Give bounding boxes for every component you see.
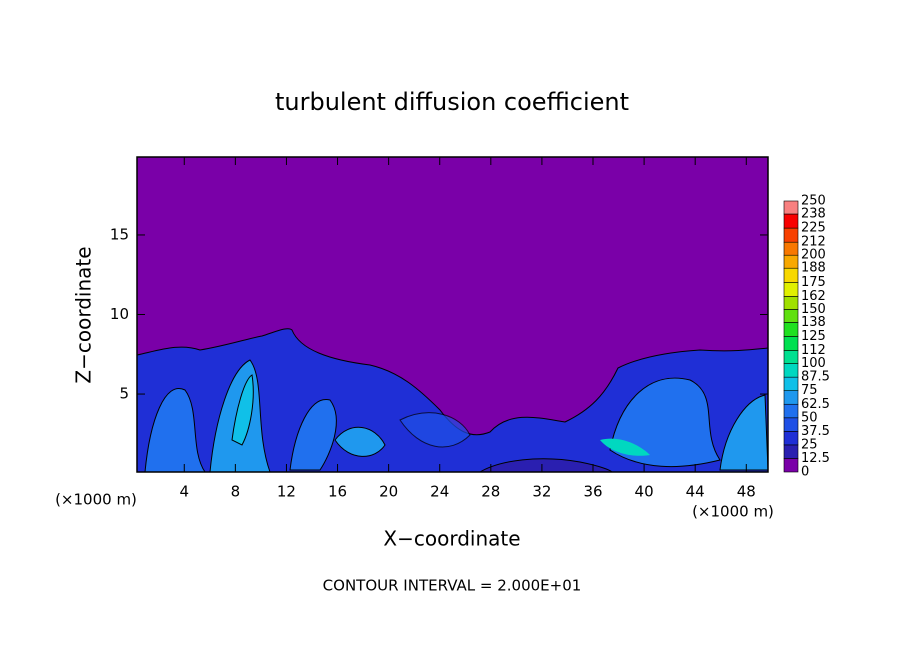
colorbar-band: [783, 281, 799, 297]
colorbar-band: [783, 444, 799, 459]
x-tick-label: 48: [737, 483, 756, 501]
colorbar-label: 238: [801, 207, 826, 222]
annotation: CONTOUR INTERVAL = 2.000E+01: [323, 577, 582, 595]
colorbar-label: 0: [801, 465, 809, 480]
x-tick-label: 4: [179, 483, 189, 501]
colorbar-label: 138: [801, 315, 826, 330]
field-blob: [289, 399, 337, 471]
field-blob: [399, 412, 471, 448]
x-tick-label: 12: [277, 483, 296, 501]
field-blob: [600, 438, 650, 456]
x-tick-label: 8: [231, 483, 241, 501]
x-tick-label: 40: [635, 483, 654, 501]
chart-title: turbulent diffusion coefficient: [275, 88, 629, 116]
field-blob: [478, 458, 614, 473]
colorbar-band: [783, 336, 799, 351]
colorbar-label: 162: [801, 289, 826, 304]
colorbar-label: 175: [801, 275, 826, 290]
x-tick-label: 32: [532, 483, 551, 501]
colorbar-band: [783, 254, 799, 269]
field-blob: [231, 374, 254, 446]
field-region: [136, 328, 769, 473]
colorbar-label: 87.5: [801, 370, 830, 385]
colorbar-band: [783, 390, 799, 405]
y-tick-label: 5: [119, 385, 129, 403]
colorbar-band: [783, 363, 799, 378]
x-tick-label: 16: [328, 483, 347, 501]
field-blob: [719, 394, 769, 471]
x-tick-label: 24: [430, 483, 449, 501]
field-blob: [334, 426, 386, 457]
colorbar-label: 50: [801, 410, 818, 425]
y-unit-label: (×1000 m): [55, 491, 137, 509]
colorbar-label: 225: [801, 221, 826, 236]
colorbar-band: [783, 431, 799, 446]
x-tick-label: 44: [686, 483, 705, 501]
colorbar-band: [783, 376, 799, 391]
y-tick-label: 10: [110, 305, 129, 323]
field: [136, 157, 769, 473]
colorbar-label: 75: [801, 383, 818, 398]
colorbar-band: [783, 241, 799, 256]
colorbar-band: [783, 200, 799, 215]
colorbar-band: [783, 296, 799, 310]
x-axis-label: X−coordinate: [383, 527, 520, 551]
field-blob: [609, 377, 721, 467]
colorbar-label: 200: [801, 248, 826, 263]
field-blob: [144, 387, 206, 473]
colorbar-band: [783, 227, 799, 243]
colorbar-label: 125: [801, 329, 826, 344]
colorbar-label: 150: [801, 302, 826, 317]
x-tick-label: 36: [583, 483, 602, 501]
colorbar-label: 37.5: [801, 424, 830, 439]
colorbar-label: 62.5: [801, 397, 830, 412]
colorbar-band: [783, 267, 799, 283]
colorbar-band: [783, 309, 799, 323]
colorbar-band: [783, 417, 799, 432]
colorbar-band: [783, 403, 799, 419]
colorbar-label: 12.5: [801, 451, 830, 466]
colorbar-label: 25: [801, 437, 818, 452]
y-tick-label: 15: [110, 225, 129, 243]
x-tick-label: 20: [379, 483, 398, 501]
y-axis-label: Z−coordinate: [72, 246, 96, 383]
colorbar-band: [783, 350, 799, 364]
colorbar-label: 188: [801, 261, 826, 276]
colorbar-label: 100: [801, 356, 826, 371]
colorbar-band: [783, 322, 799, 337]
x-tick-label: 28: [481, 483, 500, 501]
colorbar-label: 212: [801, 235, 826, 250]
x-unit-label: (×1000 m): [692, 503, 774, 521]
colorbar-label: 250: [801, 194, 826, 209]
colorbar-label: 112: [801, 343, 826, 358]
colorbar-band: [783, 458, 799, 473]
colorbar-band: [783, 213, 799, 229]
